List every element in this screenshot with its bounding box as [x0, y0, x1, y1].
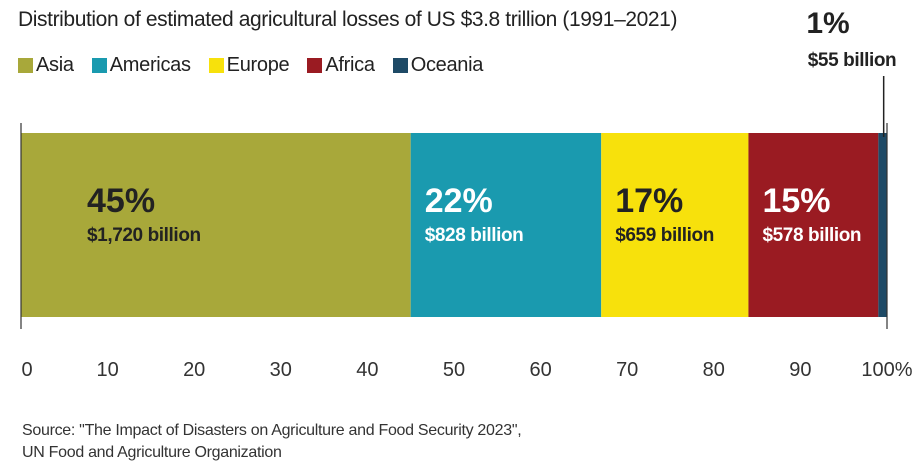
bar-amount-label: $55 billion [808, 50, 897, 71]
legend-label: Africa [325, 54, 375, 76]
bar-africa [748, 133, 879, 317]
x-tick-label: 30 [270, 359, 292, 381]
legend-label: Oceania [410, 54, 484, 76]
legend-item-americas: Americas [91, 54, 191, 77]
legend-item-europe: Europe [208, 54, 290, 77]
bar-labels-group: 45% $1,720 billion 22% $828 billion 17% $659 … [87, 7, 897, 246]
legend-label: Asia [36, 54, 74, 76]
bar-percent-label: 17% [615, 182, 683, 220]
bar-amount-label: $1,720 billion [87, 225, 201, 246]
legend-item-oceania: Oceania [392, 54, 484, 77]
legend-swatch [307, 58, 323, 73]
x-tick-label: 20 [183, 359, 205, 381]
legend-swatch [18, 58, 33, 73]
bar-asia [21, 133, 411, 317]
bar-percent-label: 15% [762, 182, 830, 220]
x-tick-label: 100% [861, 359, 912, 381]
bars-group [21, 133, 887, 317]
bar-europe [601, 133, 749, 317]
x-tick-label: 90 [789, 359, 811, 381]
legend: Asia Americas Europe Africa Oceania [18, 54, 501, 77]
x-axis: 0 10 20 30 40 50 60 70 80 90 100% [20, 123, 912, 381]
source-note: Source: "The Impact of Disasters on Agri… [22, 420, 522, 464]
x-tick-label: 40 [356, 359, 378, 381]
bar-amount-label: $578 billion [762, 225, 861, 246]
legend-label: Europe [226, 54, 290, 76]
legend-item-asia: Asia [18, 54, 74, 77]
bar-amount-label: $659 billion [615, 225, 714, 246]
legend-item-africa: Africa [307, 54, 375, 77]
x-tick-label: 10 [96, 359, 118, 381]
bar-amount-label: $828 billion [425, 225, 524, 246]
bar-americas [410, 133, 602, 317]
legend-swatch [208, 58, 224, 73]
x-tick-label: 0 [21, 359, 32, 381]
x-tick-label: 50 [443, 359, 465, 381]
legend-label: Americas [109, 54, 191, 76]
bar-oceania [878, 133, 887, 317]
bar-percent-label: 22% [425, 182, 493, 220]
source-line-1: Source: "The Impact of Disasters on Agri… [22, 422, 522, 439]
x-tick-label: 80 [703, 359, 725, 381]
bar-percent-label: 1% [806, 7, 849, 40]
chart-title: Distribution of estimated agricultural l… [18, 8, 678, 31]
x-tick-label: 60 [529, 359, 551, 381]
legend-swatch [91, 58, 107, 73]
source-line-2: UN Food and Agriculture Organization [22, 444, 282, 461]
x-tick-label: 70 [616, 359, 638, 381]
bar-percent-label: 45% [87, 182, 155, 220]
legend-swatch [392, 58, 408, 73]
